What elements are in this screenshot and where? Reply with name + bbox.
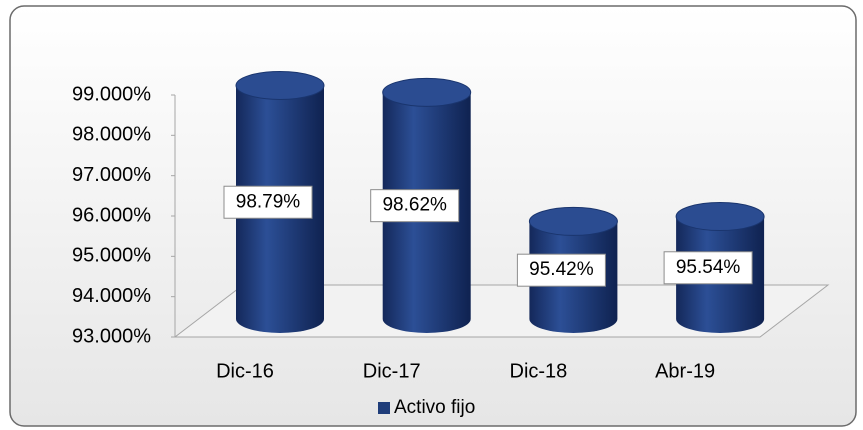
cylinder-top — [675, 202, 765, 232]
value-label-box — [516, 253, 606, 287]
y-tick-label: 93.000% — [72, 325, 151, 347]
x-tick-label: Abr-19 — [655, 360, 715, 382]
cylinder-top — [235, 70, 325, 100]
y-tick-label: 95.000% — [72, 245, 151, 267]
y-tick-label: 98.000% — [72, 124, 151, 146]
x-tick-label: Dic-16 — [216, 360, 274, 382]
legend-swatch — [378, 402, 390, 414]
y-tick-label: 94.000% — [72, 285, 151, 307]
cylinder-top — [382, 77, 472, 107]
value-label-box — [370, 189, 460, 223]
legend-label: Activo fijo — [394, 397, 475, 418]
value-label: 98.62% — [382, 195, 447, 216]
y-tick-label: 97.000% — [72, 164, 151, 186]
value-label-box — [663, 251, 753, 285]
x-tick-label: Dic-18 — [510, 360, 568, 382]
value-label: 95.42% — [529, 259, 594, 280]
x-tick-label: Dic-17 — [363, 360, 421, 382]
y-tick-label: 99.000% — [72, 83, 151, 105]
value-label: 98.79% — [236, 191, 301, 212]
cylinder-top — [528, 206, 618, 236]
floor — [173, 284, 830, 338]
value-label: 95.54% — [676, 257, 741, 278]
value-label-box — [223, 185, 313, 219]
y-tick-label: 96.000% — [72, 204, 151, 226]
